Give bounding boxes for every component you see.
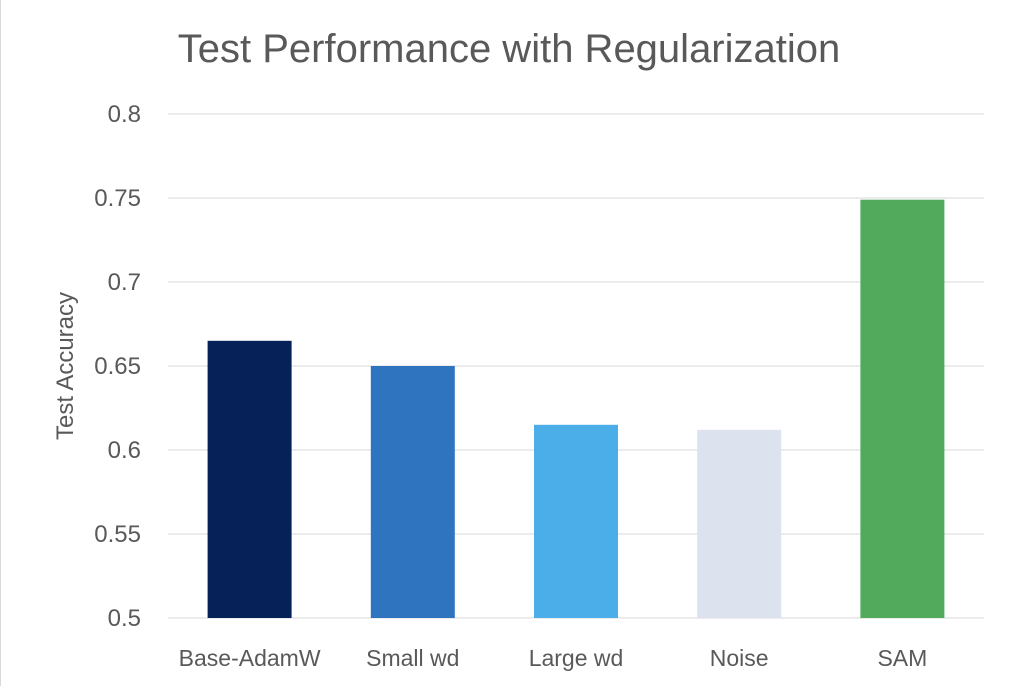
y-tick-label: 0.55 [94,521,141,548]
bar-noise [697,429,782,618]
bars [207,199,945,618]
category-label: SAM [877,645,927,671]
y-tick-label: 0.6 [108,437,141,464]
y-tick-label: 0.7 [108,269,141,296]
y-tick-label: 0.5 [108,605,141,632]
category-label: Small wd [366,645,459,671]
chart-title: Test Performance with Regularization [178,27,841,71]
category-label: Large wd [529,645,624,671]
bar-base-adamw [207,340,292,618]
y-tick-label: 0.8 [108,101,141,128]
y-tick-label: 0.75 [94,185,141,212]
category-labels: Base-AdamW Small wd Large wd Noise SAM [179,645,928,671]
y-axis-label: Test Accuracy [52,292,79,440]
bar-sam [860,199,945,618]
bar-large-wd [534,424,618,618]
y-tick-label: 0.65 [94,353,141,380]
category-label: Base-AdamW [179,645,321,671]
bar-small-wd [370,366,455,618]
y-tick-labels: 0.5 0.55 0.6 0.65 0.7 0.75 0.8 [94,101,141,632]
category-label: Noise [710,645,769,671]
